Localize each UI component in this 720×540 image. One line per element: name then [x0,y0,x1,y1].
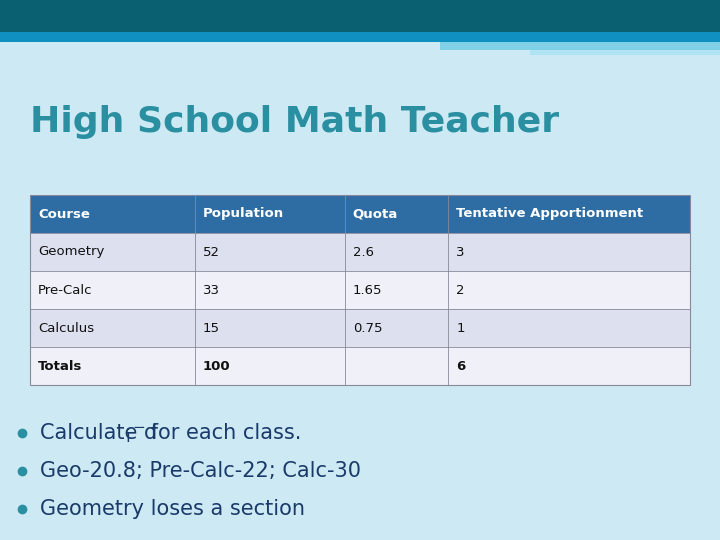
Bar [195,271,345,309]
Text: Geometry loses a section: Geometry loses a section [40,499,305,519]
Text: Pre-Calc: Pre-Calc [38,284,92,296]
Text: Tentative Apportionment: Tentative Apportionment [456,207,644,220]
Text: Quota: Quota [353,207,398,220]
Text: 52: 52 [203,246,220,259]
Bar [30,195,195,233]
Bar [30,233,195,271]
Text: Calculus: Calculus [38,321,94,334]
Bar [449,195,690,233]
Bar [530,50,720,55]
Text: 33: 33 [203,284,220,296]
Text: Geometry: Geometry [38,246,104,259]
Bar [195,233,345,271]
Bar [345,347,449,385]
Text: Population: Population [203,207,284,220]
Text: Totals: Totals [38,360,82,373]
Bar [30,195,690,385]
Text: High School Math Teacher: High School Math Teacher [30,105,559,139]
Text: 0.75: 0.75 [353,321,382,334]
Bar [345,233,449,271]
Bar [449,271,690,309]
Text: −: − [132,421,145,435]
Bar [195,195,345,233]
Bar [449,347,690,385]
Bar [0,32,720,42]
Bar [345,271,449,309]
Bar [30,271,195,309]
Bar [449,309,690,347]
Text: 2: 2 [456,284,464,296]
Bar [449,233,690,271]
Text: 15: 15 [203,321,220,334]
Bar [0,0,720,32]
Text: 1: 1 [456,321,464,334]
Bar [440,42,720,50]
Text: 6: 6 [456,360,466,373]
Bar [195,347,345,385]
Text: i: i [125,428,130,446]
Text: for each class.: for each class. [144,423,302,443]
Bar [30,347,195,385]
Text: Calculate d: Calculate d [40,423,157,443]
Bar [30,309,195,347]
Text: 3: 3 [456,246,464,259]
Text: Course: Course [38,207,90,220]
Text: 2.6: 2.6 [353,246,374,259]
Bar [345,195,449,233]
Text: 1.65: 1.65 [353,284,382,296]
Bar [195,309,345,347]
Text: 100: 100 [203,360,230,373]
Bar [345,309,449,347]
Text: Geo-20.8; Pre-Calc-22; Calc-30: Geo-20.8; Pre-Calc-22; Calc-30 [40,461,361,481]
